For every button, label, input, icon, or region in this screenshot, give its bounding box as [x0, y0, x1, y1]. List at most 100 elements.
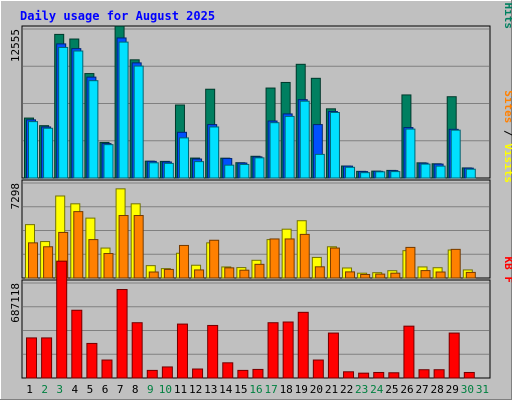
x-tick-label: 20 — [310, 383, 323, 396]
x-tick-label: 27 — [415, 383, 428, 396]
bar-sites-day-11 — [178, 244, 189, 279]
bar-kb-f-day-13 — [207, 324, 219, 379]
legend-text-2: Visits — [502, 143, 512, 183]
bar-pages-day-30 — [465, 168, 476, 179]
x-tick-label: 1 — [26, 383, 33, 396]
bar-sites-day-4 — [73, 211, 84, 279]
bar-kb-f-day-30 — [463, 371, 475, 379]
x-tick-label: 26 — [400, 383, 413, 396]
bar-sites-day-6 — [103, 253, 114, 279]
series-kb-f — [26, 260, 475, 379]
y-max-label: 12555 — [9, 29, 22, 62]
bar-pages-day-15 — [239, 163, 250, 179]
x-tick-label: 25 — [385, 383, 398, 396]
bar-pages-day-24 — [375, 171, 386, 179]
bar-kb-f-day-18 — [282, 321, 294, 379]
x-tick-label: 21 — [325, 383, 338, 396]
panel-sites-visits: 7298 Sites / Visits — [9, 90, 512, 279]
bar-kb-f-day-26 — [403, 325, 415, 379]
bar-pages-day-12 — [194, 161, 205, 179]
bar-sites-day-15 — [239, 269, 250, 279]
bar-pages-day-2 — [43, 127, 54, 179]
bar-pages-day-17 — [269, 122, 280, 179]
bar-kb-f-day-3 — [56, 260, 68, 379]
bar-kb-f-day-4 — [71, 309, 83, 379]
bar-kb-f-day-11 — [176, 323, 188, 379]
bar-kb-f-day-21 — [327, 332, 339, 379]
bar-kb-f-day-17 — [267, 322, 279, 379]
x-tick-label: 28 — [431, 383, 444, 396]
bar-sites-day-28 — [435, 271, 446, 279]
bar-kb-f-day-9 — [146, 369, 158, 379]
bar-pages-day-23 — [360, 172, 371, 179]
bar-sites-day-12 — [194, 269, 205, 279]
bar-kb-f-day-15 — [237, 369, 249, 379]
x-tick-label: 6 — [102, 383, 109, 396]
legend-text-1: / — [502, 123, 512, 143]
x-tick-label: 2 — [41, 383, 48, 396]
panel-pages-files-hits: 12555 Pages / Files / Hits — [9, 0, 512, 179]
y-max-label: 687118 — [9, 283, 22, 323]
bar-sites-day-1 — [28, 242, 38, 279]
bar-kb-f-day-27 — [418, 369, 430, 379]
bar-pages-day-28 — [435, 165, 446, 179]
panel-legend: KB F — [502, 257, 512, 284]
series-pages — [28, 41, 476, 179]
bar-kb-f-day-8 — [131, 322, 143, 379]
bar-kb-f-day-29 — [448, 332, 460, 379]
bar-kb-f-day-2 — [41, 337, 53, 379]
bar-kb-f-day-16 — [252, 368, 264, 379]
chart-panels: 12555 Pages / Files / Hits 7298 Sites / Vis… — [9, 0, 512, 379]
bar-kb-f-day-19 — [297, 311, 309, 379]
series-sites — [28, 211, 476, 279]
bar-kb-f-day-14 — [222, 362, 234, 379]
bar-pages-day-9 — [148, 162, 159, 179]
bar-sites-day-16 — [254, 263, 265, 279]
bar-sites-day-14 — [224, 267, 235, 279]
bar-kb-f-day-5 — [86, 342, 98, 379]
bar-sites-day-25 — [390, 272, 401, 279]
x-tick-label: 31 — [476, 383, 489, 396]
x-tick-label: 29 — [446, 383, 459, 396]
bar-sites-day-20 — [314, 266, 325, 279]
bar-pages-day-16 — [254, 157, 265, 179]
bar-sites-day-8 — [133, 215, 144, 279]
bar-pages-day-7 — [118, 41, 129, 179]
bar-pages-day-13 — [209, 126, 220, 179]
panel-kbf: 687118 KB F — [9, 257, 512, 379]
legend-text-4: Hits — [502, 3, 512, 30]
bar-sites-day-10 — [163, 268, 174, 279]
bar-pages-day-22 — [345, 166, 356, 179]
bar-sites-day-17 — [269, 238, 280, 279]
y-max-label: 7298 — [9, 183, 22, 210]
bar-kb-f-day-22 — [343, 371, 355, 379]
bar-sites-day-5 — [88, 239, 99, 279]
bar-pages-day-20 — [314, 153, 325, 179]
bar-pages-day-1 — [28, 121, 38, 179]
bar-sites-day-21 — [329, 247, 340, 279]
bar-pages-day-6 — [103, 144, 114, 179]
bar-pages-day-8 — [133, 65, 144, 179]
bar-pages-day-14 — [224, 164, 235, 179]
bar-sites-day-29 — [450, 248, 461, 279]
legend-text-0: Sites — [502, 90, 512, 123]
bar-pages-day-21 — [329, 111, 340, 179]
bar-sites-day-19 — [299, 233, 310, 279]
bar-pages-day-3 — [58, 46, 69, 179]
x-tick-label: 10 — [159, 383, 172, 396]
bar-sites-day-13 — [209, 239, 220, 279]
bar-kb-f-day-7 — [116, 289, 128, 379]
bar-pages-day-26 — [405, 128, 416, 179]
x-tick-label: 13 — [204, 383, 217, 396]
x-tick-label: 7 — [117, 383, 124, 396]
x-tick-label: 16 — [249, 383, 262, 396]
bar-pages-day-10 — [163, 162, 174, 179]
bar-kb-f-day-24 — [373, 371, 385, 379]
bar-kb-f-day-28 — [433, 369, 445, 379]
x-tick-label: 4 — [72, 383, 79, 396]
x-axis-labels: 1 2 3 4 5 6 7 8 9 10 11 12 13 14 15 16 17 18 19 20 21 22 23 24 2… — [26, 383, 489, 396]
bar-pages-day-5 — [88, 80, 99, 179]
bar-sites-day-9 — [148, 271, 159, 279]
bar-kb-f-day-20 — [312, 359, 324, 379]
